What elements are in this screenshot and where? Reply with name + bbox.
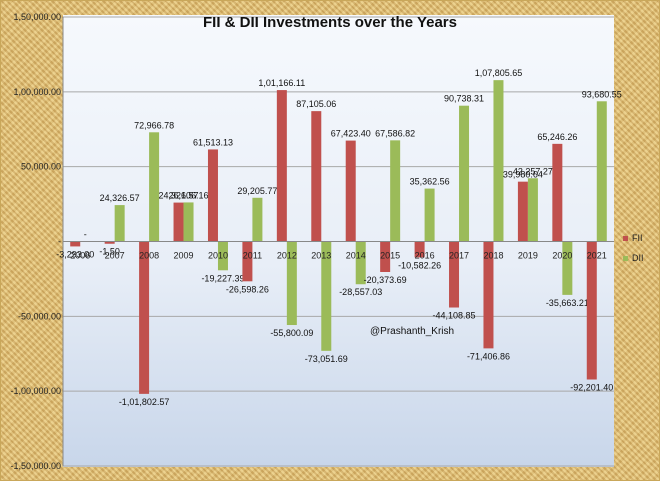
bar-dii-2020: [562, 241, 573, 295]
data-label-fii-2021: -92,201.40: [570, 382, 613, 392]
data-label-fii-2006: -3,293.00: [56, 249, 94, 259]
bar-fii-2012: [276, 90, 287, 242]
data-label-dii-2015: 67,586.82: [375, 128, 415, 138]
data-label-fii-2012: 1,01,166.11: [258, 78, 305, 88]
x-tick-label: 2009: [174, 251, 194, 261]
bar-fii-2017: [449, 241, 460, 308]
data-label-dii-2011: 29,205.77: [237, 186, 277, 196]
data-label-fii-2007: -1,50: [99, 247, 120, 257]
data-label-dii-2006: -: [84, 230, 87, 240]
bar-dii-2007: [114, 205, 125, 242]
data-label-fii-2020: 65,246.26: [537, 132, 577, 142]
y-tick-label: -1,50,000.00: [10, 461, 61, 471]
bar-fii-2010: [207, 149, 218, 242]
bar-fii-2006: [70, 241, 81, 247]
data-label-fii-2011: -26,598.26: [226, 284, 269, 294]
bar-dii-2015: [390, 140, 401, 242]
bar-dii-2011: [252, 197, 263, 242]
y-tick-label: 50,000.00: [21, 162, 61, 172]
x-tick-label: 2013: [311, 251, 331, 261]
bar-fii-2011: [242, 241, 253, 282]
data-label-fii-2008: -1,01,802.57: [119, 397, 170, 407]
legend-label-fii: FII: [632, 233, 643, 243]
x-tick-label: 2011: [243, 251, 262, 261]
bar-dii-2010: [217, 241, 228, 271]
data-label-dii-2018: 1,07,805.65: [475, 68, 523, 78]
legend: FII DII: [623, 228, 644, 268]
data-label-dii-2008: 72,966.78: [134, 120, 174, 130]
bar-dii-2018: [493, 80, 504, 242]
bar-dii-2016: [424, 188, 435, 242]
legend-item-fii: FII: [623, 228, 644, 248]
y-tick-label: -1,00,000.00: [10, 386, 61, 396]
data-label-dii-2007: 24,326.57: [100, 193, 140, 203]
x-tick-label: 2008: [139, 251, 159, 261]
data-label-fii-2015: -20,373.69: [364, 275, 407, 285]
x-tick-label: 2018: [483, 251, 503, 261]
bar-fii-2018: [483, 241, 494, 349]
legend-swatch-fii: [623, 235, 628, 241]
bar-dii-2021: [596, 101, 607, 242]
data-label-dii-2019: 42,257.27: [513, 166, 553, 176]
data-label-fii-2019: 39,980.64: [503, 170, 543, 180]
bar-fii-2015: [380, 241, 391, 272]
bar-fii-2013: [311, 111, 322, 242]
data-label-dii-2010: -19,227.39: [201, 273, 244, 283]
data-label-dii-2021: 93,680.55: [582, 89, 622, 99]
data-label-fii-2013: 87,105.06: [296, 99, 336, 109]
data-label-dii-2012: -55,800.09: [270, 328, 313, 338]
bar-fii-2007: [104, 241, 115, 244]
x-tick-label: 2019: [518, 251, 538, 261]
bar-dii-2019: [527, 178, 538, 242]
x-tick-label: 2017: [449, 251, 469, 261]
legend-item-dii: DII: [623, 248, 644, 268]
data-label-dii-2009: 26,106.16: [169, 190, 209, 200]
bar-fii-2016: [414, 241, 425, 258]
watermark-annotation: @Prashanth_Krish: [370, 326, 455, 337]
x-tick-label: 2016: [415, 251, 435, 261]
data-label-fii-2010: 61,513.13: [193, 137, 233, 147]
x-tick-label: 2012: [277, 251, 297, 261]
data-label-dii-2017: 90,738.31: [444, 94, 484, 104]
y-tick-label: -: [58, 237, 61, 247]
x-tick-label: 2010: [208, 251, 228, 261]
y-tick-label: 1,00,000.00: [13, 87, 61, 97]
x-tick-label: 2007: [105, 251, 125, 261]
bar-dii-2008: [149, 132, 160, 242]
bar-dii-2009: [183, 202, 194, 242]
bar-fii-2008: [139, 241, 150, 394]
data-label-fii-2014: 67,423.40: [331, 129, 371, 139]
y-tick-label: -50,000.00: [18, 311, 61, 321]
bar-fii-2009: [173, 202, 184, 242]
bar-fii-2019: [517, 181, 528, 242]
data-label-fii-2016: -10,582.26: [398, 260, 441, 270]
x-tick-label: 2015: [380, 251, 400, 261]
chart-title: FII & DII Investments over the Years: [203, 14, 457, 31]
data-label-fii-2009: 24,326.57: [159, 191, 199, 201]
data-label-fii-2018: -71,406.86: [467, 351, 510, 361]
data-label-fii-2017: -44,108.85: [433, 311, 476, 321]
x-tick-label: 2014: [346, 251, 366, 261]
x-tick-label: 2020: [552, 251, 572, 261]
bar-dii-2012: [286, 241, 297, 326]
data-label-dii-2020: -35,663.21: [546, 298, 589, 308]
y-tick-label: 1,50,000.00: [13, 12, 61, 22]
data-label-dii-2013: -73,051.69: [305, 354, 348, 364]
bar-fii-2014: [345, 140, 356, 242]
bar-dii-2013: [321, 241, 332, 351]
data-label-dii-2014: -28,557.03: [339, 287, 382, 297]
legend-swatch-dii: [623, 255, 628, 261]
legend-label-dii: DII: [632, 253, 644, 263]
x-tick-label: 2006: [70, 251, 90, 261]
bar-fii-2020: [552, 143, 563, 242]
x-tick-label: 2021: [587, 251, 607, 261]
bar-fii-2021: [586, 241, 597, 380]
data-label-dii-2016: 35,362.56: [410, 177, 450, 187]
bar-dii-2014: [355, 241, 366, 285]
bar-dii-2017: [459, 105, 470, 242]
